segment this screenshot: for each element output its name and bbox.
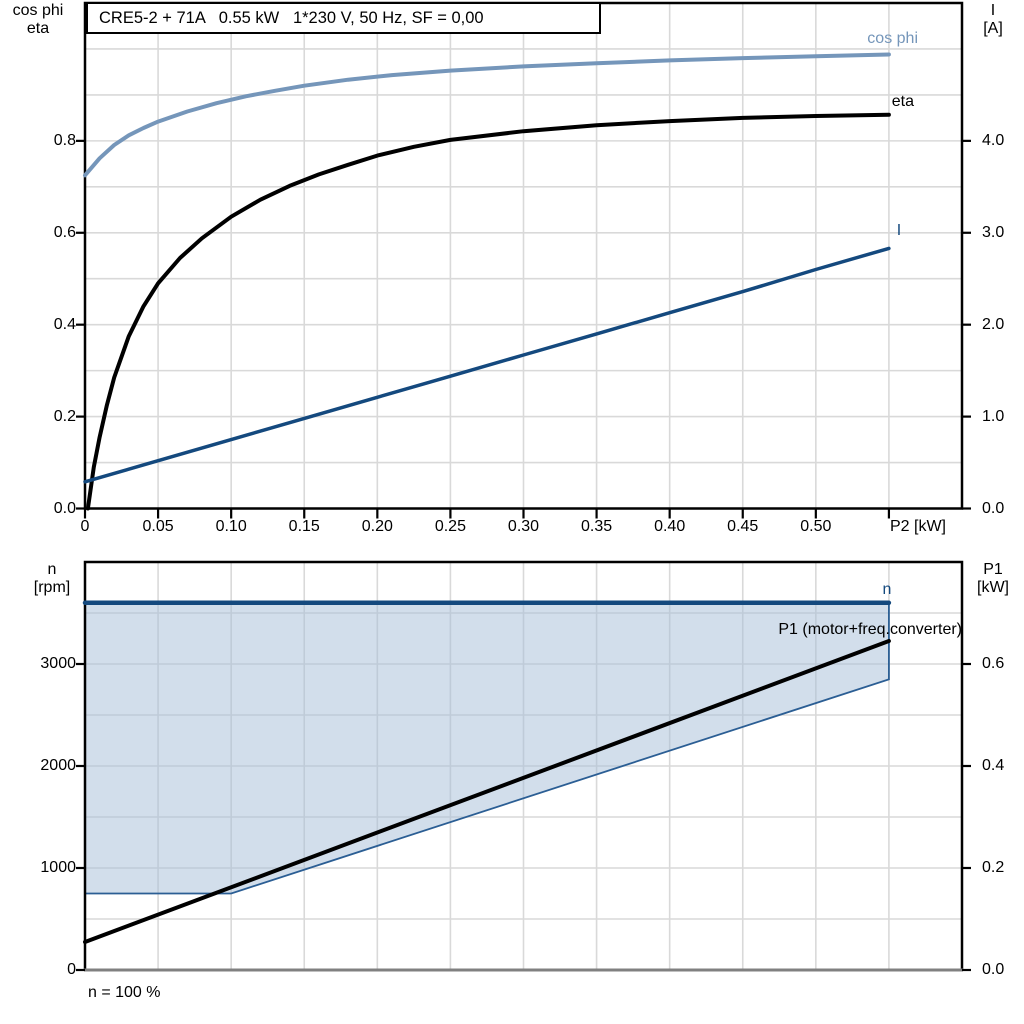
p1-axis-label-line2: [kW] bbox=[977, 579, 1009, 596]
y-left-tick-label: 2000 bbox=[40, 757, 76, 774]
x-tick-label: 0.30 bbox=[507, 517, 540, 535]
y-right-tick-label: 4.0 bbox=[982, 131, 1005, 149]
y-left-tick-label: 3000 bbox=[40, 655, 76, 672]
curve-label-cos-phi: cos phi bbox=[867, 30, 918, 47]
x-tick-label: 0.10 bbox=[215, 517, 247, 535]
x-tick-label: 0.35 bbox=[581, 517, 613, 535]
curve-label-p1: P1 (motor+freq.converter) bbox=[778, 621, 962, 638]
curve-cos-phi bbox=[83, 52, 891, 178]
curve-label-speed: n bbox=[882, 581, 892, 598]
y-left-tick-label: 0.6 bbox=[53, 223, 76, 241]
x-tick-label: 0.25 bbox=[434, 517, 466, 535]
y-left-tick-label: 0.2 bbox=[53, 407, 76, 425]
top-left-axis-label: cos phi eta bbox=[6, 2, 70, 38]
curve-i bbox=[83, 246, 891, 484]
bottom-left-axis-label: n [rpm] bbox=[20, 561, 84, 597]
x-tick-label: 0 bbox=[80, 517, 90, 535]
y-right-tick-label: 3.0 bbox=[982, 223, 1005, 241]
bottom-right-axis-label: P1 [kW] bbox=[963, 561, 1023, 597]
x-tick-label: 0.45 bbox=[727, 517, 759, 535]
y-right-axis-label-line1: I bbox=[990, 2, 996, 19]
y-left-tick-label: 1000 bbox=[40, 859, 76, 876]
operating-area-fill bbox=[85, 602, 889, 894]
p1-axis-label-line1: P1 bbox=[983, 561, 1003, 578]
y-right-tick-label: 1.0 bbox=[982, 407, 1005, 425]
x-tick-label: 0.50 bbox=[800, 517, 832, 535]
x-tick-label: 0.20 bbox=[361, 517, 393, 535]
y-left-tick-label: 0.4 bbox=[53, 315, 76, 333]
y-left-tick-label: 0.0 bbox=[53, 499, 76, 517]
chart-title-box: CRE5-2 + 71A 0.55 kW 1*230 V, 50 Hz, SF … bbox=[86, 2, 601, 34]
y-right-tick-label: 2.0 bbox=[982, 315, 1005, 333]
curve-label-current: I bbox=[896, 222, 902, 239]
y-left-axis-label-line2: eta bbox=[26, 20, 50, 37]
top-right-axis-label: I [A] bbox=[965, 2, 1021, 38]
x-tick-label: 0.15 bbox=[288, 517, 320, 535]
y-left-tick-label: 0.8 bbox=[53, 131, 76, 149]
x-tick-label: 0.05 bbox=[142, 517, 174, 535]
y-right-tick-label: 0.0 bbox=[982, 499, 1005, 517]
y-left-tick-label: 0 bbox=[67, 961, 76, 978]
speed-note: n = 100 % bbox=[88, 984, 161, 1001]
y-right-tick-label: 0.0 bbox=[982, 961, 1005, 978]
curve-label-eta: eta bbox=[891, 93, 914, 110]
y-right-tick-label: 0.4 bbox=[982, 757, 1005, 774]
y-left-axis-label-line1: cos phi bbox=[12, 2, 64, 19]
x-axis-label: P2 [kW] bbox=[889, 518, 946, 535]
y-right-tick-label: 0.2 bbox=[982, 859, 1005, 876]
n-axis-label-line1: n bbox=[47, 561, 57, 578]
x-tick-label: 0.40 bbox=[654, 517, 686, 535]
y-right-tick-label: 0.6 bbox=[982, 655, 1005, 672]
n-axis-label-line2: [rpm] bbox=[33, 579, 71, 596]
curve-p1-motor-freq-converter- bbox=[83, 639, 891, 944]
y-right-axis-label-line2: [A] bbox=[983, 20, 1003, 37]
curve-eta bbox=[85, 112, 891, 511]
